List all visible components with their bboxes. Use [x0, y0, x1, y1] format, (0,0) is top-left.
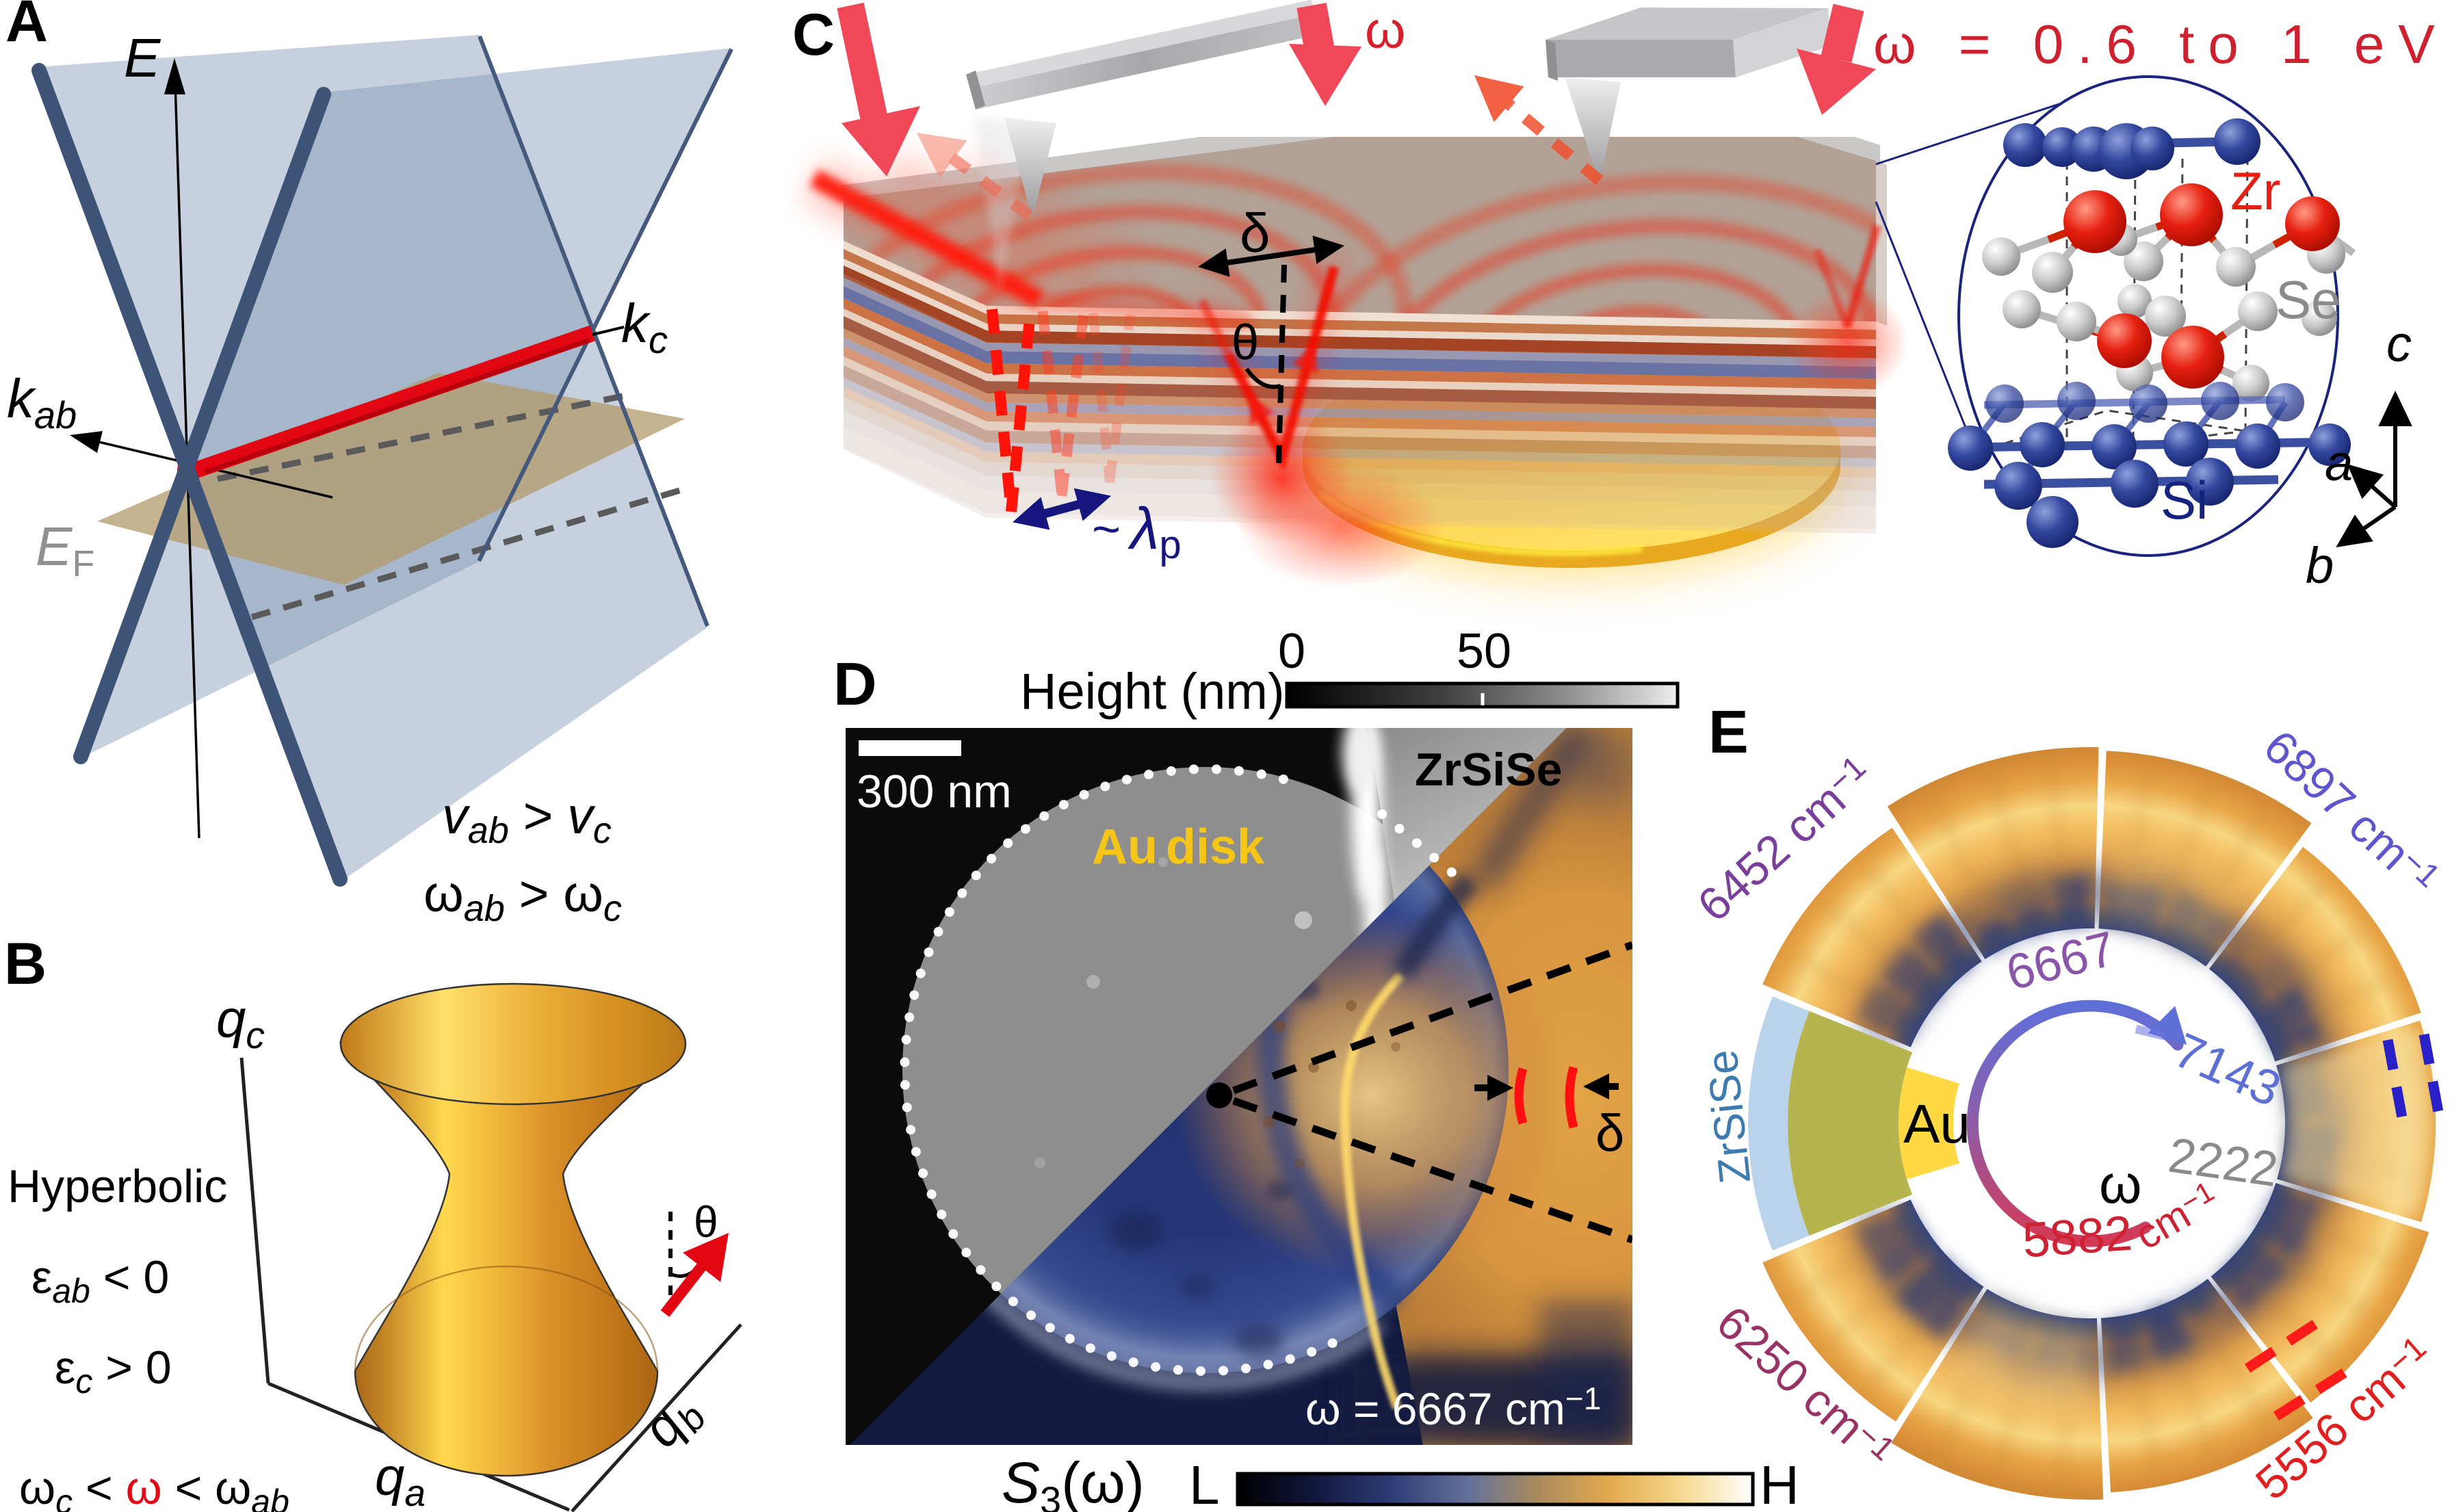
- svg-text:B: B: [4, 931, 47, 997]
- svg-text:δ: δ: [1240, 203, 1270, 263]
- svg-text:E: E: [1708, 698, 1749, 766]
- svg-text:qc: qc: [216, 989, 265, 1056]
- svg-text:E: E: [124, 27, 161, 88]
- svg-text:Zr: Zr: [2230, 161, 2281, 221]
- svg-text:ωab > ωc: ωab > ωc: [423, 865, 622, 929]
- svg-text:Se: Se: [2276, 270, 2341, 330]
- svg-text:0: 0: [1278, 624, 1305, 679]
- svg-text:ZrSiSe: ZrSiSe: [1697, 1047, 1760, 1186]
- svg-text:ωc < ω < ωab: ωc < ω < ωab: [19, 1462, 289, 1512]
- svg-text:kab: kab: [7, 368, 77, 436]
- svg-text:θ: θ: [1232, 315, 1259, 370]
- svg-text:qa: qa: [375, 1446, 426, 1512]
- svg-text:S3(ω): S3(ω): [1002, 1450, 1145, 1512]
- svg-text:ω = 0.6 to 1 eV: ω = 0.6 to 1 eV: [1873, 14, 2449, 75]
- svg-text:Height (nm): Height (nm): [1020, 663, 1285, 720]
- svg-text:ZrSiSe: ZrSiSe: [1415, 744, 1562, 796]
- svg-text:50: 50: [1457, 624, 1511, 679]
- svg-text:εc > 0: εc > 0: [55, 1342, 172, 1400]
- svg-text:a: a: [2325, 434, 2353, 491]
- svg-text:δ: δ: [1595, 1104, 1624, 1162]
- svg-text:L: L: [1189, 1455, 1220, 1512]
- svg-text:kc: kc: [621, 293, 668, 361]
- svg-text:vab > vc: vab > vc: [442, 787, 612, 851]
- svg-text:A: A: [5, 0, 48, 54]
- svg-text:ω: ω: [2099, 1153, 2141, 1214]
- svg-text:Au: Au: [1903, 1093, 1970, 1154]
- svg-text:b: b: [2306, 537, 2334, 594]
- svg-text:5882: 5882: [2021, 1206, 2134, 1268]
- svg-text:D: D: [833, 650, 877, 718]
- svg-text:ω: ω: [1365, 1, 1405, 60]
- svg-text:Hyperbolic: Hyperbolic: [8, 1160, 227, 1212]
- svg-text:300 nm: 300 nm: [857, 766, 1012, 818]
- svg-text:θ: θ: [694, 1197, 718, 1247]
- svg-text:C: C: [792, 2, 835, 68]
- svg-text:Si: Si: [2161, 470, 2208, 530]
- svg-text:εab < 0: εab < 0: [31, 1251, 169, 1310]
- svg-text:H: H: [1760, 1455, 1799, 1512]
- svg-text:c: c: [2386, 315, 2412, 372]
- svg-text:EF: EF: [36, 516, 94, 584]
- svg-text:ω = 6667 cm−1: ω = 6667 cm−1: [1305, 1381, 1601, 1434]
- svg-text:~: ~: [1092, 502, 1121, 557]
